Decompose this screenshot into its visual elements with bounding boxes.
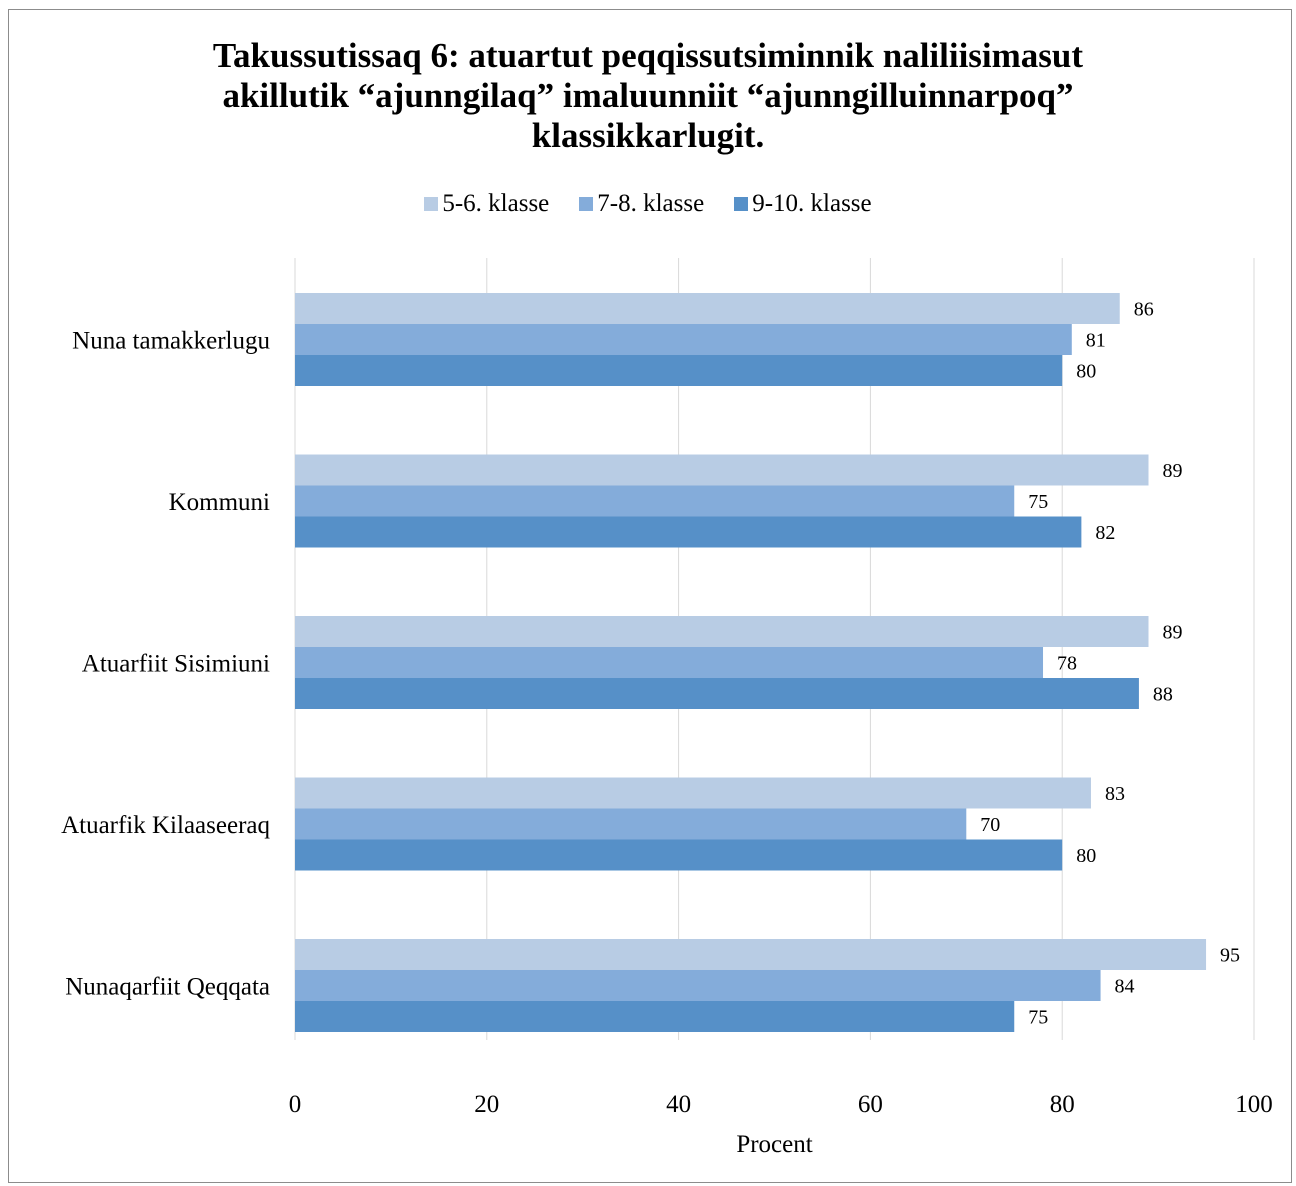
legend-label-series-1: 5-6. klasse: [442, 190, 550, 217]
bar-4-1: [295, 970, 1101, 1001]
data-label-1-2: 82: [1095, 522, 1115, 544]
chart-title: Takussutissaq 6: atuartut peqqissutsimin…: [0, 36, 1296, 156]
data-label-4-2: 75: [1028, 1007, 1048, 1029]
bar-0-0: [295, 293, 1120, 324]
x-tick-label-2: 40: [666, 1091, 691, 1118]
category-label-3: Atuarfik Kilaaseeraq: [61, 812, 270, 839]
data-label-3-0: 83: [1105, 783, 1125, 805]
data-label-1-1: 75: [1028, 491, 1048, 513]
legend-item-series-2: 7-8. klasse: [579, 190, 704, 218]
bar-1-1: [295, 485, 1015, 517]
x-tick-label-1: 20: [474, 1091, 499, 1118]
data-label-0-0: 86: [1134, 299, 1154, 321]
legend-swatch-series-2: [579, 197, 594, 211]
data-label-0-1: 81: [1086, 330, 1106, 352]
category-label-4: Nunaqarfiit Qeqqata: [65, 974, 270, 1001]
data-label-4-0: 95: [1220, 945, 1240, 967]
category-label-2: Atuarfiit Sisimiuni: [82, 651, 270, 678]
bar-4-0: [295, 939, 1207, 970]
chart-title-line-1: Takussutissaq 6: atuartut peqqissutsimin…: [212, 36, 1084, 75]
data-label-1-0: 89: [1163, 460, 1183, 482]
legend-item-series-1: 5-6. klasse: [424, 190, 549, 218]
bar-0-1: [295, 324, 1072, 355]
chart-title-line-3: klassikkarlugit.: [531, 116, 765, 155]
bar-3-1: [295, 808, 967, 840]
bar-3-2: [295, 839, 1063, 871]
x-tick-label-3: 60: [858, 1091, 883, 1118]
data-label-2-2: 88: [1153, 684, 1173, 706]
bar-4-2: [295, 1001, 1015, 1032]
legend-label-series-2: 7-8. klasse: [597, 190, 705, 217]
data-label-2-1: 78: [1057, 653, 1077, 675]
category-label-1: Kommuni: [169, 489, 270, 516]
bar-2-1: [295, 647, 1044, 678]
legend-swatch-series-3: [734, 197, 749, 211]
x-tick-label-5: 100: [1235, 1091, 1273, 1118]
data-label-3-1: 70: [980, 814, 1000, 836]
data-label-3-2: 80: [1076, 845, 1096, 867]
data-label-0-2: 80: [1076, 361, 1096, 383]
bar-3-0: [295, 777, 1091, 809]
legend-swatch-series-1: [424, 197, 439, 211]
category-label-0: Nuna tamakkerlugu: [72, 328, 270, 355]
data-label-2-0: 89: [1163, 622, 1183, 644]
chart-legend: 5-6. klasse 7-8. klasse 9-10. klasse: [0, 190, 1296, 218]
data-label-4-1: 84: [1115, 976, 1135, 998]
bar-2-2: [295, 678, 1139, 709]
bar-1-0: [295, 454, 1149, 486]
x-axis-label: Procent: [736, 1131, 812, 1158]
bar-2-0: [295, 616, 1149, 647]
x-tick-label-0: 0: [289, 1091, 302, 1118]
chart-title-line-2: akillutik “ajunngilaq” imaluunniit “ajun…: [222, 76, 1074, 115]
legend-label-series-3: 9-10. klasse: [752, 190, 872, 217]
legend-item-series-3: 9-10. klasse: [734, 190, 872, 218]
bar-0-2: [295, 355, 1063, 386]
bar-1-2: [295, 516, 1082, 548]
x-tick-label-4: 80: [1050, 1091, 1075, 1118]
